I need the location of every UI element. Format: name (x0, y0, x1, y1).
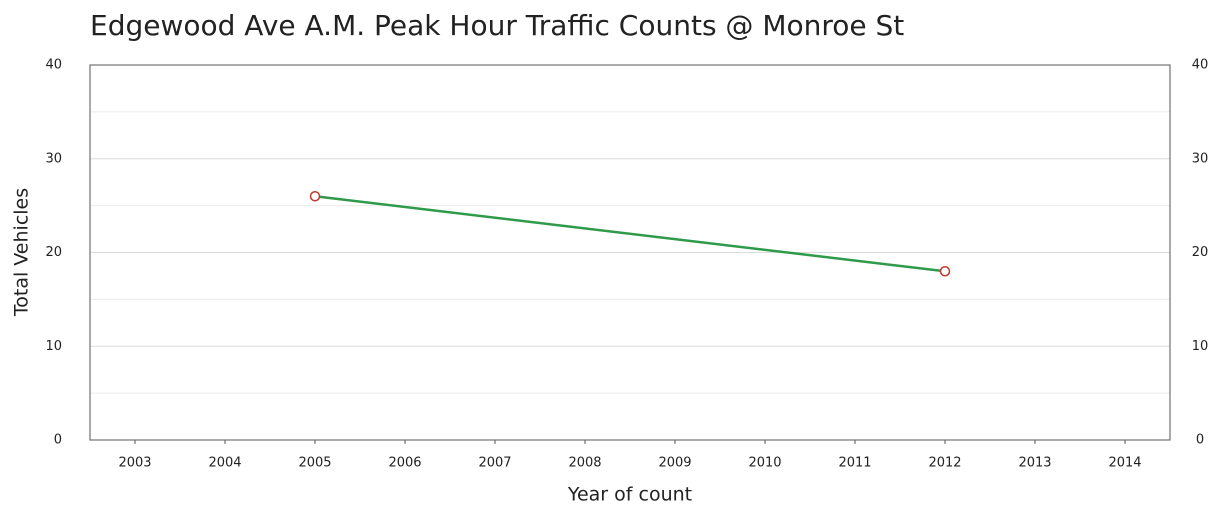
x-tick-label: 2003 (118, 456, 151, 471)
point (939, 266, 951, 277)
y2-tick-label: 0 (1196, 433, 1204, 448)
y-tick-label: 30 (45, 151, 62, 166)
x-tick-label: 2008 (568, 456, 601, 471)
y-tick-label: 20 (45, 245, 62, 260)
y-tick-label: 10 (45, 339, 62, 354)
y-tick-label: 0 (54, 433, 62, 448)
x-tick-label: 2004 (208, 456, 241, 471)
x-axis-title: Year of count (567, 484, 692, 506)
series-line (314, 195, 946, 273)
x-tick-label: 2012 (928, 456, 961, 471)
chart-title: Edgewood Ave A.M. Peak Hour Traffic Coun… (90, 9, 904, 42)
plot-frame (89, 64, 1171, 441)
y2-tick-label: 20 (1192, 245, 1209, 260)
x-tick-label: 2010 (748, 456, 781, 471)
y2-tick-label: 40 (1192, 58, 1209, 73)
x-tick-label: 2009 (658, 456, 691, 471)
y-axis-title: Total Vehicles (11, 188, 33, 317)
point (309, 191, 321, 202)
y2-tick-label: 10 (1192, 339, 1209, 354)
x-tick-label: 2013 (1018, 456, 1051, 471)
x-tick-label: 2007 (478, 456, 511, 471)
x-tick-label: 2006 (388, 456, 421, 471)
x-tick-label: 2011 (838, 456, 871, 471)
y2-tick-label: 30 (1192, 151, 1209, 166)
x-tick-label: 2005 (298, 456, 331, 471)
x-tick-label: 2014 (1108, 456, 1141, 471)
y-tick-label: 40 (45, 58, 62, 73)
